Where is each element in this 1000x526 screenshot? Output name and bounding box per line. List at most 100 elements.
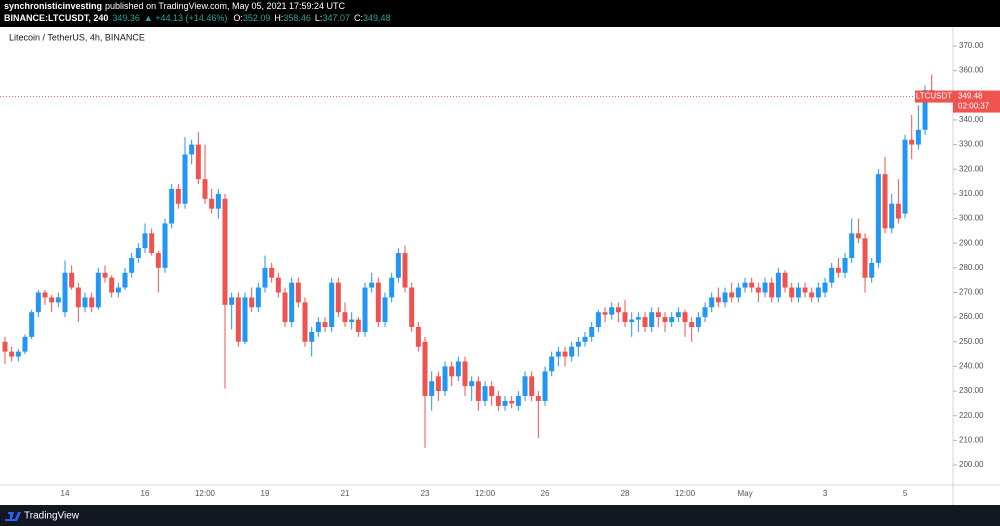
candle-body bbox=[155, 253, 161, 268]
candle-body bbox=[595, 312, 601, 327]
candle-body bbox=[915, 129, 921, 145]
candle-body bbox=[622, 312, 628, 323]
candle-body bbox=[802, 287, 808, 293]
candle-body bbox=[369, 282, 375, 288]
candle-body bbox=[9, 351, 15, 357]
candle-body bbox=[789, 287, 795, 298]
candle-body bbox=[149, 233, 155, 254]
bottom-bar bbox=[0, 505, 1000, 526]
candle-body bbox=[382, 297, 388, 323]
candle-body bbox=[235, 297, 241, 342]
y-tick-label: 250.00 bbox=[959, 337, 984, 346]
y-tick-label: 340.00 bbox=[959, 115, 984, 124]
candle-body bbox=[762, 282, 768, 293]
candle-body bbox=[675, 312, 681, 318]
publisher: synchronisticinvesting bbox=[4, 1, 102, 11]
candle-body bbox=[109, 277, 115, 293]
ohlc-label: L: bbox=[315, 13, 323, 23]
candle-body bbox=[655, 312, 661, 318]
candle-body bbox=[242, 297, 248, 342]
candle-body bbox=[649, 312, 655, 327]
ohlc-label: C: bbox=[354, 13, 363, 23]
candle-body bbox=[909, 139, 915, 145]
y-tick-label: 200.00 bbox=[959, 460, 984, 469]
candle-body bbox=[169, 188, 175, 224]
top-bar bbox=[0, 0, 1000, 27]
x-tick-label: 14 bbox=[61, 489, 70, 498]
candle-body bbox=[709, 297, 715, 308]
candle-body bbox=[389, 277, 395, 298]
candle-body bbox=[682, 312, 688, 323]
candle-body bbox=[282, 292, 288, 323]
candle-body bbox=[769, 282, 775, 298]
candle-body bbox=[735, 287, 741, 298]
candle-body bbox=[429, 381, 435, 397]
candle-body bbox=[809, 292, 815, 298]
candle-body bbox=[715, 297, 721, 303]
candle-body bbox=[82, 297, 88, 308]
price-tag-value: 349.48 bbox=[958, 92, 983, 101]
y-tick-label: 270.00 bbox=[959, 288, 984, 297]
candle-body bbox=[262, 267, 268, 288]
candle-body bbox=[189, 144, 195, 155]
y-tick-label: 370.00 bbox=[959, 41, 984, 50]
candle-body bbox=[889, 203, 895, 229]
candle-body bbox=[95, 272, 101, 308]
candle-body bbox=[422, 341, 428, 397]
x-tick-label: 12:00 bbox=[675, 489, 696, 498]
candle-body bbox=[102, 272, 108, 278]
logo-icon bbox=[5, 512, 21, 521]
candle-body bbox=[822, 282, 828, 293]
candle-body bbox=[582, 336, 588, 342]
candle-body bbox=[882, 174, 888, 229]
candle-body bbox=[415, 326, 421, 347]
x-tick-label: 19 bbox=[261, 489, 270, 498]
candle-body bbox=[842, 257, 848, 273]
candle-body bbox=[342, 312, 348, 323]
candle-body bbox=[462, 361, 468, 387]
candle-body bbox=[215, 193, 221, 209]
candle-body bbox=[469, 381, 475, 387]
candle-body bbox=[875, 174, 881, 263]
candle-body bbox=[742, 282, 748, 288]
candle-body bbox=[289, 282, 295, 323]
candle-body bbox=[775, 272, 781, 298]
candle-body bbox=[495, 396, 501, 406]
candle-body bbox=[322, 322, 328, 327]
candle-body bbox=[922, 90, 928, 130]
candle-body bbox=[222, 198, 228, 305]
candle-body bbox=[395, 253, 401, 278]
candle-body bbox=[29, 312, 35, 337]
candle-body bbox=[49, 297, 55, 303]
chart-area bbox=[0, 27, 1000, 505]
x-tick-label: 21 bbox=[341, 489, 350, 498]
symbol: BINANCE:LTCUSDT, 240 bbox=[4, 13, 108, 23]
candle-body bbox=[662, 317, 668, 323]
y-tick-label: 280.00 bbox=[959, 263, 984, 272]
candle-body bbox=[15, 351, 21, 357]
candle-body bbox=[629, 319, 635, 323]
y-tick-label: 360.00 bbox=[959, 66, 984, 75]
candle-body bbox=[602, 312, 608, 315]
y-tick-label: 240.00 bbox=[959, 362, 984, 371]
candle-body bbox=[522, 376, 528, 397]
candle-body bbox=[442, 366, 448, 392]
candle-body bbox=[749, 282, 755, 288]
candle-body bbox=[755, 287, 761, 293]
published: published on TradingView.com, May 05, 20… bbox=[105, 1, 345, 11]
candle-body bbox=[335, 282, 341, 313]
change: ▲ +44.13 (+14.46%) bbox=[144, 13, 227, 23]
candle-body bbox=[269, 267, 275, 278]
candle-body bbox=[449, 366, 455, 377]
publish-line: synchronisticinvesting published on Tradi… bbox=[4, 1, 346, 11]
candle-body bbox=[122, 272, 128, 288]
candle-body bbox=[489, 386, 495, 397]
candle-body bbox=[35, 292, 41, 313]
ohlc-label: O: bbox=[233, 13, 243, 23]
candle-body bbox=[782, 272, 788, 288]
candle-body bbox=[695, 317, 701, 327]
candle-body bbox=[309, 331, 315, 342]
candle-body bbox=[849, 233, 855, 258]
candle-body bbox=[249, 297, 255, 308]
